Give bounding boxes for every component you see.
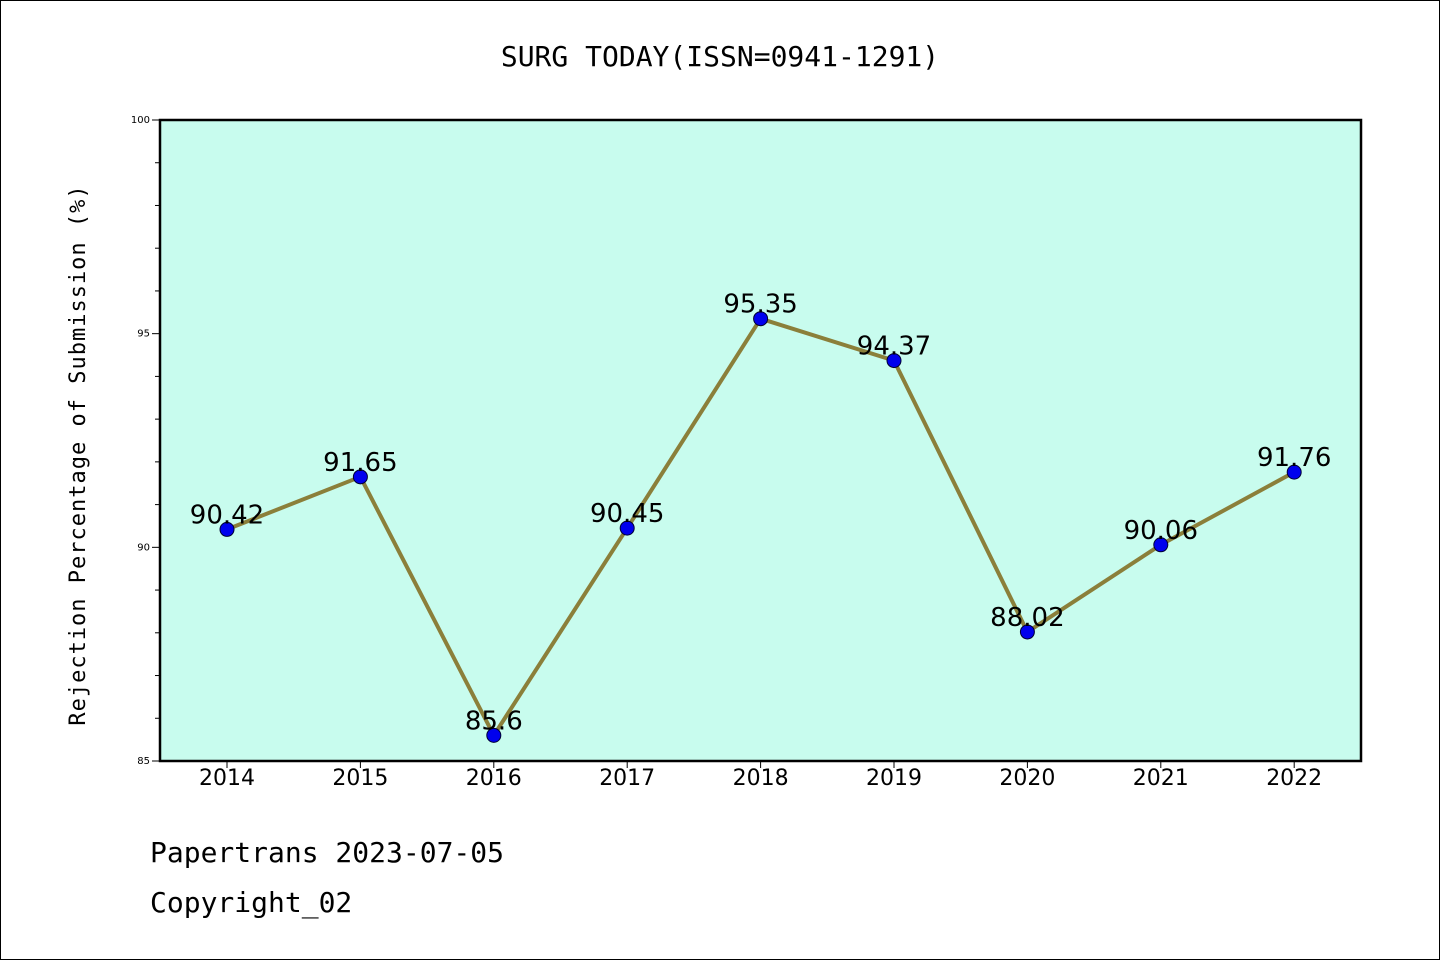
data-label: 90.45 xyxy=(590,499,664,529)
x-tick-label: 2020 xyxy=(999,766,1055,791)
data-label: 95.35 xyxy=(723,290,797,320)
x-tick-label: 2014 xyxy=(199,766,255,791)
x-tick-label: 2016 xyxy=(466,766,522,791)
x-axis: 2014 2015 2016 2017 2018 2019 2020 2021 2022 xyxy=(199,761,1322,791)
y-tick-label: 90 xyxy=(137,542,150,553)
y-axis-label: Rejection Percentage of Submission (%) xyxy=(66,184,91,725)
x-tick-label: 2018 xyxy=(733,766,789,791)
data-point xyxy=(753,311,769,327)
x-tick-label: 2015 xyxy=(332,766,388,791)
data-point xyxy=(352,469,368,485)
x-tick-label: 2022 xyxy=(1266,766,1322,791)
data-label: 90.06 xyxy=(1124,516,1198,546)
y-axis: 85 90 95 100 xyxy=(131,115,160,767)
data-label: 91.76 xyxy=(1257,443,1331,473)
series-line xyxy=(219,311,1302,743)
data-point xyxy=(886,353,902,369)
data-point xyxy=(1019,624,1035,640)
y-tick-label: 85 xyxy=(137,756,150,767)
data-label: 85.6 xyxy=(465,706,523,736)
y-tick-label: 100 xyxy=(131,115,150,126)
data-point xyxy=(219,521,235,537)
data-point xyxy=(486,727,502,743)
data-labels: 90.42 91.65 85.6 90.45 95.35 94.37 88.02 90.06 9… xyxy=(190,290,1332,737)
data-point xyxy=(1153,537,1169,553)
chart-title: SURG TODAY(ISSN=0941-1291) xyxy=(501,40,939,73)
footer-date: Papertrans 2023-07-05 xyxy=(150,836,505,869)
data-point xyxy=(619,520,635,536)
plot-area xyxy=(158,118,1363,763)
data-label: 88.02 xyxy=(990,603,1064,633)
data-point xyxy=(1286,464,1302,480)
data-label: 91.65 xyxy=(323,448,397,478)
x-tick-label: 2021 xyxy=(1133,766,1189,791)
x-tick-label: 2017 xyxy=(599,766,655,791)
y-tick-label: 95 xyxy=(137,329,150,340)
footer-copyright: Copyright_02 xyxy=(150,886,353,919)
data-label: 90.42 xyxy=(190,500,264,530)
data-label: 94.37 xyxy=(857,332,931,362)
x-tick-label: 2019 xyxy=(866,766,922,791)
